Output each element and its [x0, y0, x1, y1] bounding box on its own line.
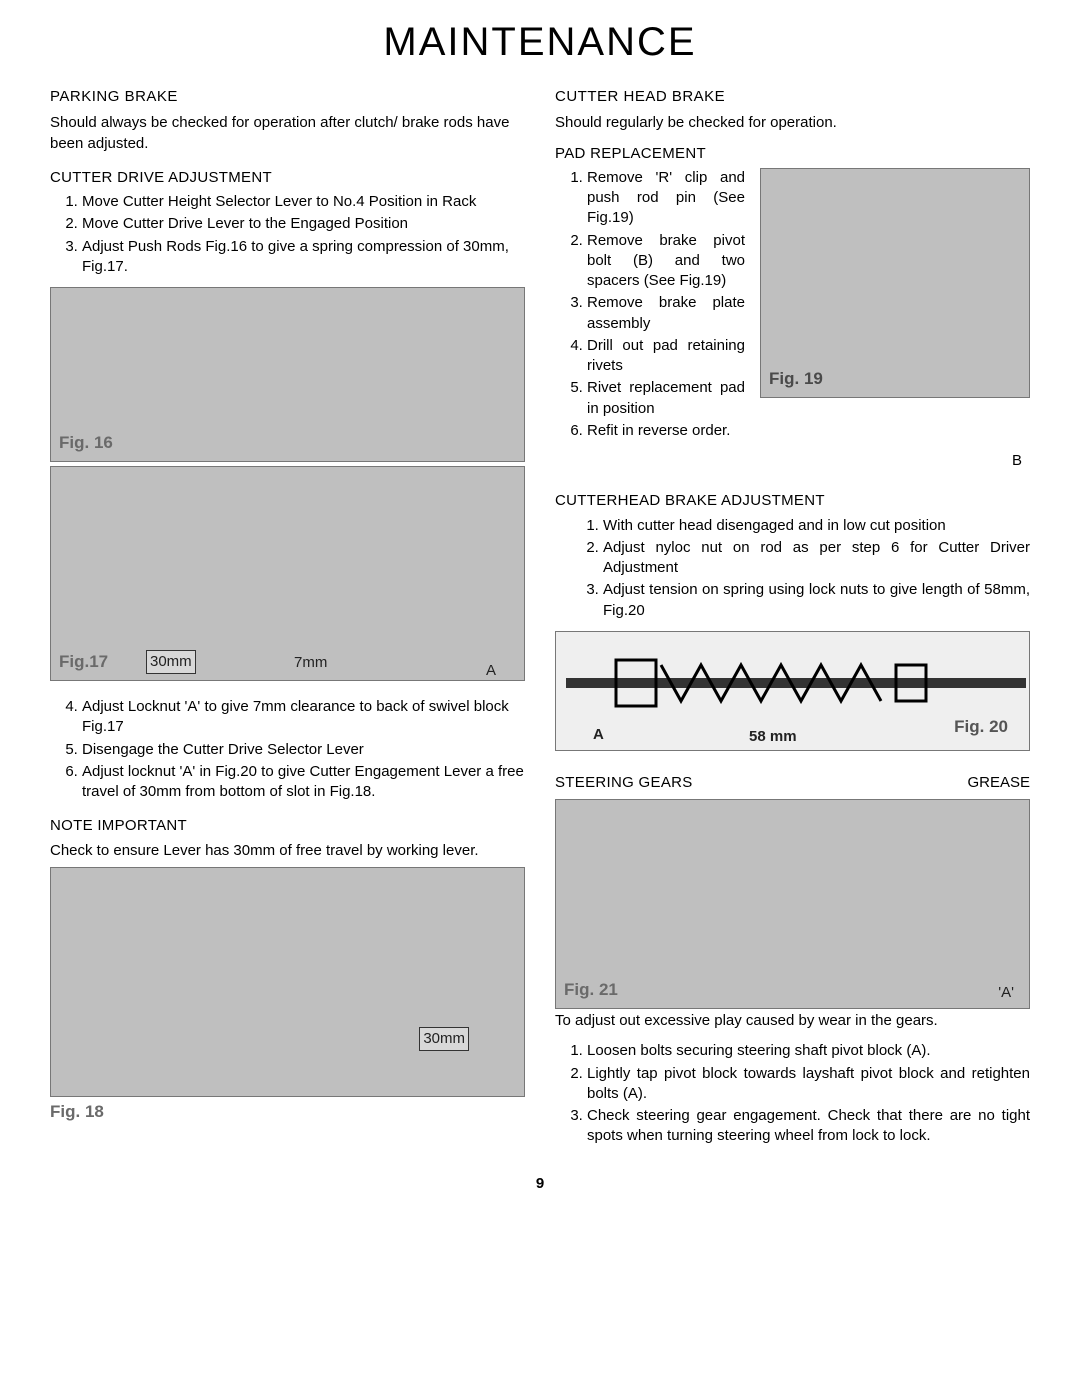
page-title: MAINTENANCE: [50, 20, 1030, 65]
list-item: Disengage the Cutter Drive Selector Leve…: [82, 740, 525, 760]
content-columns: PARKING BRAKE Should always be checked f…: [50, 83, 1030, 1157]
list-item: Move Cutter Height Selector Lever to No.…: [82, 192, 525, 212]
figure-19-label: Fig. 19: [769, 368, 823, 391]
cutter-head-brake-body: Should regularly be checked for operatio…: [555, 113, 1030, 133]
cutter-drive-steps-b: Adjust Locknut 'A' to give 7mm clearance…: [50, 697, 525, 802]
page-number: 9: [50, 1175, 1030, 1192]
steering-body: To adjust out excessive play caused by w…: [555, 1011, 1030, 1031]
heading-note-important: NOTE IMPORTANT: [50, 816, 525, 836]
list-item: Check steering gear engagement. Check th…: [587, 1106, 1030, 1147]
list-item: Move Cutter Drive Lever to the Engaged P…: [82, 214, 525, 234]
figure-18: 30mm: [50, 867, 525, 1097]
list-item: Refit in reverse order.: [587, 421, 745, 441]
figure-18-annot-30mm: 30mm: [419, 1027, 469, 1051]
pad-replacement-block: PAD REPLACEMENT Fig. 19 Remove 'R' clip …: [555, 144, 1030, 472]
list-item: Remove brake plate assembly: [587, 293, 745, 334]
note-body: Check to ensure Lever has 30mm of free t…: [50, 841, 525, 861]
list-item: Adjust locknut 'A' in Fig.20 to give Cut…: [82, 762, 525, 803]
figure-21: Fig. 21 'A': [555, 799, 1030, 1009]
figure-16-label: Fig. 16: [59, 432, 113, 455]
heading-cutter-head-brake: CUTTER HEAD BRAKE: [555, 87, 1030, 107]
list-item: Remove brake pivot bolt (B) and two spac…: [587, 231, 745, 292]
figure-17: Fig.17 30mm 7mm A: [50, 466, 525, 681]
figure-20-label: Fig. 20: [951, 715, 1011, 740]
cutter-drive-steps-a: Move Cutter Height Selector Lever to No.…: [50, 192, 525, 277]
figure-20: Fig. 20 A 58 mm: [555, 631, 1030, 751]
figure-17-annot-7mm: 7mm: [291, 652, 330, 674]
right-column: CUTTER HEAD BRAKE Should regularly be ch…: [555, 83, 1030, 1157]
list-item: Adjust nyloc nut on rod as per step 6 fo…: [603, 538, 1030, 579]
heading-cutterhead-adj: CUTTERHEAD BRAKE ADJUSTMENT: [555, 491, 1030, 511]
left-column: PARKING BRAKE Should always be checked f…: [50, 83, 525, 1157]
figure-20-annot-a: A: [590, 724, 607, 746]
heading-cutter-drive: CUTTER DRIVE ADJUSTMENT: [50, 168, 525, 188]
figure-18-label: Fig. 18: [50, 1101, 525, 1124]
parking-brake-body: Should always be checked for operation a…: [50, 113, 525, 154]
list-item: Remove 'R' clip and push rod pin (See Fi…: [587, 168, 745, 229]
figure-20-annot-58mm: 58 mm: [746, 726, 800, 748]
steering-steps: Loosen bolts securing steering shaft piv…: [555, 1041, 1030, 1146]
heading-pad-replacement: PAD REPLACEMENT: [555, 144, 1030, 164]
list-item: Drill out pad retaining rivets: [587, 336, 745, 377]
figure-21-label: Fig. 21: [564, 979, 618, 1002]
figure-19-b-label: B: [555, 451, 1030, 471]
figure-21-annot-a: 'A': [995, 982, 1017, 1004]
grease-label: GREASE: [967, 773, 1030, 793]
figure-17-annot-a: A: [483, 660, 499, 682]
figure-17-annot-30mm: 30mm: [146, 650, 196, 674]
list-item: Loosen bolts securing steering shaft piv…: [587, 1041, 1030, 1061]
list-item: Lightly tap pivot block towards layshaft…: [587, 1064, 1030, 1105]
list-item: Adjust Locknut 'A' to give 7mm clearance…: [82, 697, 525, 738]
list-item: Adjust tension on spring using lock nuts…: [603, 580, 1030, 621]
list-item: With cutter head disengaged and in low c…: [603, 516, 1030, 536]
list-item: Adjust Push Rods Fig.16 to give a spring…: [82, 237, 525, 278]
figure-19: Fig. 19: [760, 168, 1030, 398]
figure-17-label: Fig.17: [59, 651, 108, 674]
heading-parking-brake: PARKING BRAKE: [50, 87, 525, 107]
list-item: Rivet replacement pad in position: [587, 378, 745, 419]
figure-16: Fig. 16: [50, 287, 525, 462]
cutterhead-adj-steps: With cutter head disengaged and in low c…: [555, 516, 1030, 621]
spring-diagram-icon: [566, 650, 1026, 720]
pad-replacement-steps: Remove 'R' clip and push rod pin (See Fi…: [555, 168, 745, 441]
heading-steering-gears: STEERING GEARS: [555, 773, 693, 793]
